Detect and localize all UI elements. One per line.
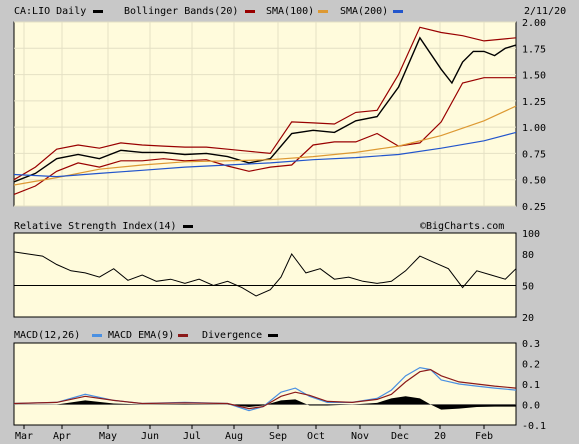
series-line-sma-200- (13, 131, 517, 178)
rsi-y-tick-label: 20 (522, 313, 534, 324)
divergence-legend-label: Divergence (202, 330, 262, 341)
legend-swatch-bollinger (245, 10, 255, 13)
x-tick-label: Nov (351, 431, 369, 442)
macd-y-ticks: 0.3 0.2 0.1 0.0 -0.1 (522, 339, 546, 432)
series-line-sma-100- (13, 105, 517, 186)
watermark: ©BigCharts.com (420, 221, 504, 232)
macd-y-tick-label: 0.2 (522, 360, 540, 371)
x-tick-label: Jun (141, 431, 159, 442)
macd-legend-swatch (92, 334, 102, 337)
macd-ema-line (13, 368, 517, 410)
macd-series (13, 366, 517, 412)
price-legend: CA:LIO Daily Bollinger Bands(20) SMA(100… (14, 6, 566, 17)
legend-swatch-sma200 (393, 10, 403, 13)
x-tick-label: Oct (307, 431, 325, 442)
legend-label-sma200: SMA(200) (340, 6, 388, 17)
x-tick-label: Sep (269, 431, 287, 442)
x-tick-label: Feb (475, 431, 493, 442)
legend-swatch-price (93, 10, 103, 13)
rsi-y-tick-label: 80 (522, 250, 534, 261)
macd-y-tick-label: 0.0 (522, 401, 540, 412)
price-series (13, 26, 517, 195)
legend-swatch-sma100 (318, 10, 328, 13)
x-tick-label: Apr (53, 431, 71, 442)
rsi-legend-swatch (183, 225, 193, 228)
macd-legend-label: MACD(12,26) (14, 330, 80, 341)
macd-panel (13, 342, 517, 426)
y-tick-label: 1.25 (522, 97, 546, 108)
y-tick-label: 0.50 (522, 176, 546, 187)
x-tick-label: Aug (225, 431, 243, 442)
rsi-y-tick-label: 50 (522, 282, 534, 293)
price-grid (14, 21, 516, 207)
y-tick-label: 1.75 (522, 44, 546, 55)
x-tick-label: 20 (434, 431, 446, 442)
rsi-panel (13, 232, 517, 318)
divergence-histogram (14, 396, 516, 410)
x-tick-label: Dec (391, 431, 409, 442)
y-tick-label: 1.50 (522, 71, 546, 82)
series-line-ca-lio-daily (13, 36, 517, 183)
macd-y-tick-label: 0.3 (522, 339, 540, 350)
legend-label-price: CA:LIO Daily (14, 6, 86, 17)
rsi-legend-label: Relative Strength Index(14) (14, 221, 177, 232)
macd-ema-legend-swatch (178, 334, 188, 337)
x-tick-label: Mar (15, 431, 33, 442)
legend-label-sma100: SMA(100) (266, 6, 314, 17)
x-axis-ticks: Mar Apr May Jun Jul Aug Sep Oct Nov Dec 20 Feb (15, 425, 493, 442)
macd-y-tick-label: 0.1 (522, 380, 540, 391)
macd-y-tick-label: -0.1 (522, 421, 546, 432)
price-y-ticks: 2.00 1.75 1.50 1.25 1.00 0.75 0.50 0.25 (522, 18, 546, 213)
y-tick-label: 0.75 (522, 149, 546, 160)
rsi-y-tick-label: 100 (522, 229, 540, 240)
macd-ema-legend-label: MACD EMA(9) (108, 330, 174, 341)
rsi-series (13, 251, 517, 297)
y-tick-label: 1.00 (522, 123, 546, 134)
rsi-y-ticks: 100 80 50 20 (522, 229, 540, 324)
divergence-legend-swatch (268, 334, 278, 337)
x-tick-label: May (99, 431, 117, 442)
legend-label-bollinger: Bollinger Bands(20) (124, 6, 238, 17)
rsi-line (13, 251, 517, 297)
y-tick-label: 2.00 (522, 18, 546, 29)
y-tick-label: 0.25 (522, 202, 546, 213)
chart-date: 2/11/20 (524, 6, 566, 17)
price-panel (13, 21, 517, 207)
x-tick-label: Jul (183, 431, 201, 442)
series-line-bollinger-bands-20- (13, 26, 517, 181)
